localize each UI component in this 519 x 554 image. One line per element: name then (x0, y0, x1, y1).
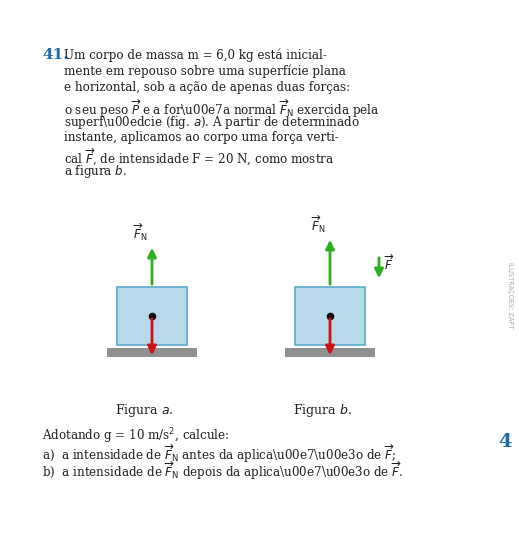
Text: ILUSTRAÇÕES: ZAPT: ILUSTRAÇÕES: ZAPT (507, 261, 515, 329)
Text: Figura $a$.: Figura $a$. (115, 402, 173, 419)
Text: Adotando g = 10 m/s$^{2}$, calcule:: Adotando g = 10 m/s$^{2}$, calcule: (42, 426, 229, 445)
Text: cal $\overrightarrow{F}$, de intensidade F = 20 N, como mostra: cal $\overrightarrow{F}$, de intensidade… (64, 147, 334, 168)
Text: Figura $b$.: Figura $b$. (293, 402, 352, 419)
Text: b)  a intensidade de $\overrightarrow{F}_{\mathrm{N}}$ depois da aplica\u00e7\u0: b) a intensidade de $\overrightarrow{F}_… (42, 459, 403, 481)
Text: mente em repouso sobre uma superfície plana: mente em repouso sobre uma superfície pl… (64, 64, 346, 78)
Text: 41.: 41. (42, 48, 69, 62)
Bar (285, 348, 375, 357)
Text: o seu peso $\overrightarrow{P}$ e a for\u00e7a normal $\overrightarrow{F}_{\math: o seu peso $\overrightarrow{P}$ e a for\… (64, 98, 379, 120)
Text: 4: 4 (498, 433, 512, 451)
Text: a figura $b$.: a figura $b$. (64, 163, 127, 181)
Text: $\overrightarrow{F}_{\mathrm{N}}$: $\overrightarrow{F}_{\mathrm{N}}$ (132, 221, 147, 243)
Text: instante, aplicamos ao corpo uma força verti-: instante, aplicamos ao corpo uma força v… (64, 131, 339, 143)
Text: superf\u00edcie (fig. $a$). A partir de determinado: superf\u00edcie (fig. $a$). A partir de … (64, 114, 360, 131)
Bar (107, 348, 197, 357)
Bar (295, 287, 365, 345)
Text: Um corpo de massa m = 6,0 kg está inicial-: Um corpo de massa m = 6,0 kg está inicia… (64, 48, 327, 61)
Text: a)  a intensidade de $\overrightarrow{F}_{\mathrm{N}}$ antes da aplica\u00e7\u00: a) a intensidade de $\overrightarrow{F}_… (42, 443, 396, 465)
Text: e horizontal, sob a ação de apenas duas forças:: e horizontal, sob a ação de apenas duas … (64, 81, 350, 94)
Text: $\overrightarrow{P}$: $\overrightarrow{P}$ (157, 324, 168, 343)
Text: $\overrightarrow{F}_{\mathrm{N}}$: $\overrightarrow{F}_{\mathrm{N}}$ (310, 213, 325, 235)
Text: $\overrightarrow{P}$: $\overrightarrow{P}$ (335, 324, 346, 343)
Bar (117, 287, 187, 345)
Text: $\overrightarrow{F}$: $\overrightarrow{F}$ (384, 253, 394, 273)
